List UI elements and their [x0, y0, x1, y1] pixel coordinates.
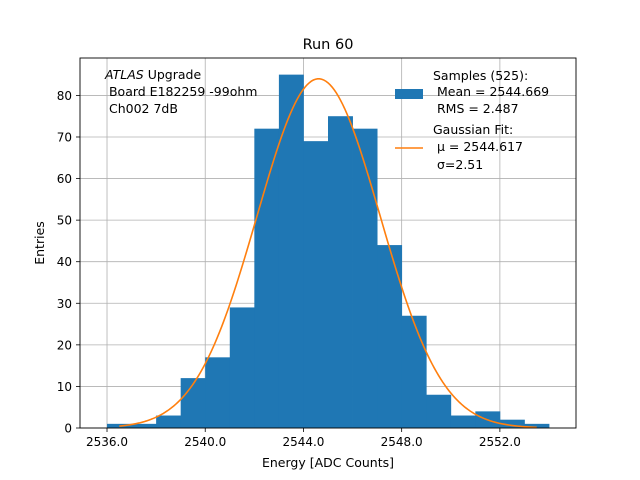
- histogram-bar-11: [377, 245, 403, 428]
- legend-fit-line-1: Gaussian Fit:: [433, 122, 513, 137]
- y-tick-label-2: 20: [57, 338, 72, 352]
- gaussian-fit-curve: [119, 78, 537, 429]
- legend-swatch-samples: [395, 89, 423, 99]
- plot-frame: [79, 57, 577, 429]
- x-axis-label: Energy [ADC Counts]: [262, 455, 394, 470]
- legend-samples-line-3: RMS = 2.487: [433, 101, 519, 116]
- legend-fit-line-3: σ=2.51: [433, 157, 483, 172]
- histogram-bar-9: [328, 116, 353, 429]
- histogram-bar-12: [401, 315, 427, 428]
- histogram-bar-3: [180, 378, 206, 428]
- x-axis-ticks: 2536.0 2540.0 2544.0 2548.0 2552.0: [86, 428, 521, 449]
- x-tick-label-4: 2552.0: [479, 435, 521, 449]
- annotation-line-3: Ch002 7dB: [105, 101, 178, 116]
- y-tick-label-4: 40: [57, 255, 72, 269]
- atlas-label: ATLAS: [104, 67, 144, 82]
- x-tick-label-0: 2536.0: [86, 435, 128, 449]
- annotation-line-2: Board E182259 -99ohm: [105, 84, 257, 99]
- legend-samples-line-1: Samples (525):: [433, 68, 528, 83]
- chart-title: Run 60: [303, 37, 354, 53]
- y-tick-label-7: 70: [57, 130, 72, 144]
- y-tick-label-0: 0: [64, 422, 72, 436]
- x-tick-label-1: 2540.0: [184, 435, 226, 449]
- y-tick-label-3: 30: [57, 297, 72, 311]
- histogram-bar-8: [303, 141, 329, 429]
- histogram-bar-16: [499, 419, 525, 428]
- y-axis-ticks: 0 10 20 30 40 50 60 70 80: [57, 89, 80, 436]
- upgrade-label: Upgrade: [144, 67, 202, 82]
- y-tick-label-5: 50: [57, 214, 72, 228]
- histogram-bar-10: [352, 128, 378, 428]
- histogram-bar-6: [254, 128, 280, 428]
- histogram-bar-5: [229, 307, 255, 428]
- annotation-line-1: ATLAS Upgrade: [104, 67, 201, 82]
- legend-samples-line-2: Mean = 2544.669: [433, 84, 549, 99]
- x-tick-label-2: 2544.0: [282, 435, 324, 449]
- legend: Samples (525): Mean = 2544.669 RMS = 2.4…: [395, 68, 549, 172]
- histogram-bar-7: [278, 74, 304, 428]
- atlas-annotation: ATLAS Upgrade Board E182259 -99ohm Ch002…: [104, 67, 257, 116]
- y-axis-label: Entries: [32, 221, 47, 265]
- histogram-bar-2: [156, 415, 182, 428]
- histogram-bar-13: [426, 394, 452, 428]
- histogram-bar-1: [131, 423, 157, 428]
- histogram-bar-4: [205, 357, 231, 428]
- histogram-bar-17: [524, 423, 550, 428]
- histogram-bars: [107, 74, 550, 429]
- y-tick-label-1: 10: [57, 380, 72, 394]
- legend-fit-line-2: μ = 2544.617: [433, 139, 523, 154]
- y-tick-label-6: 60: [57, 172, 72, 186]
- x-tick-label-3: 2548.0: [381, 435, 423, 449]
- y-tick-label-8: 80: [57, 89, 72, 103]
- histogram-bar-14: [450, 415, 476, 428]
